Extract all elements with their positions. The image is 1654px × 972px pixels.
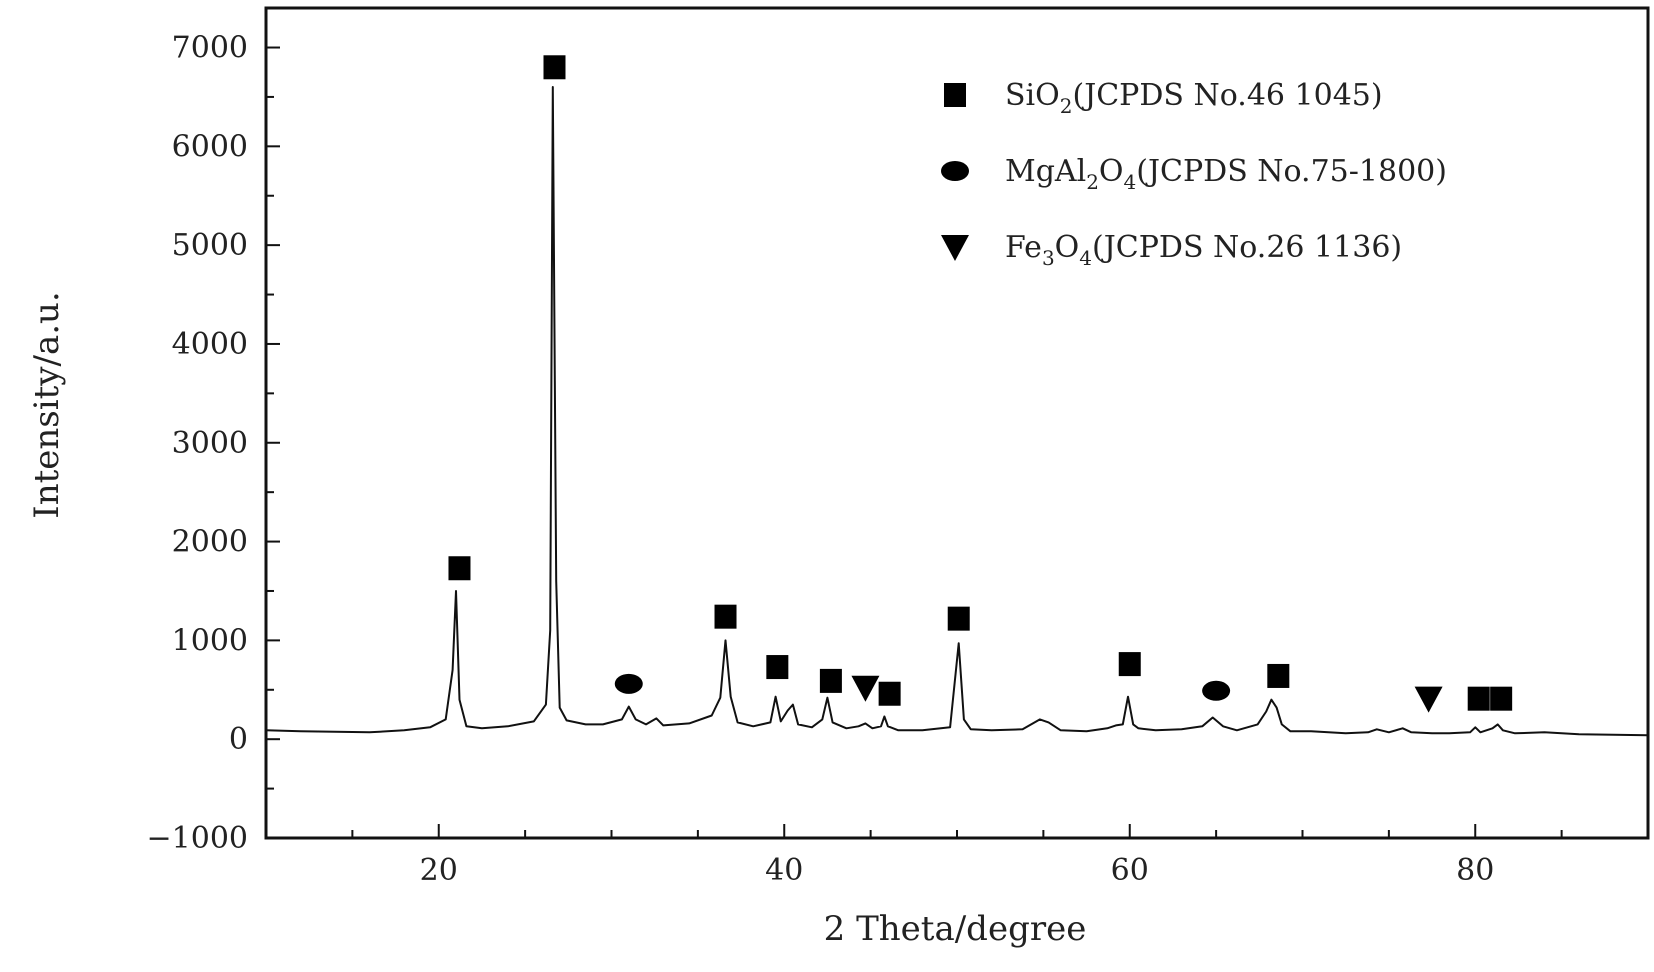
y-tick-label: 1000 (172, 623, 248, 658)
square-marker (819, 668, 842, 693)
y-axis-title: Intensity/a.u. (27, 291, 67, 518)
y-tick-label: 4000 (172, 327, 248, 362)
square-marker (878, 681, 901, 706)
legend-circle-symbol (941, 161, 969, 181)
square-marker (448, 556, 471, 581)
y-tick-label: 7000 (172, 31, 248, 66)
x-axis: 20 40 60 80 (265, 824, 1649, 888)
y-tick-label: 2000 (172, 525, 248, 560)
y-tick-label: 3000 (172, 426, 248, 461)
y-axis: −1000 0 1000 2000 3000 4000 5000 6000 7000 (147, 31, 280, 856)
legend-entry-2: MgAl2O4(JCPDS No.75-1800) (1005, 154, 1447, 194)
legend: SiO2(JCPDS No.46 1045) MgAl2O4(JCPDS No.7… (941, 78, 1447, 270)
x-tick-label: 20 (420, 853, 458, 888)
x-tick-label: 60 (1111, 853, 1149, 888)
square-marker (1118, 652, 1141, 677)
square-marker (1467, 686, 1490, 711)
xrd-pattern-line (265, 86, 1649, 737)
square-marker (543, 55, 566, 80)
square-marker (766, 655, 789, 680)
x-axis-title: 2 Theta/degree (824, 909, 1087, 949)
circle-marker (1202, 680, 1231, 701)
x-tick-label: 40 (765, 853, 803, 888)
y-tick-label: 6000 (172, 129, 248, 164)
y-tick-label: −1000 (147, 821, 248, 856)
square-marker (1267, 663, 1290, 688)
square-marker (947, 606, 970, 631)
legend-entry-1: SiO2(JCPDS No.46 1045) (1005, 78, 1383, 118)
phase-markers (448, 55, 1513, 713)
square-marker (1490, 686, 1513, 711)
circle-marker (614, 673, 643, 694)
plot-frame (264, 6, 1650, 840)
legend-entry-3: Fe3O4(JCPDS No.26 1136) (1005, 230, 1402, 270)
legend-square-symbol (944, 83, 966, 107)
series-layer (265, 86, 1649, 737)
y-tick-label: 5000 (172, 228, 248, 263)
square-marker (714, 604, 737, 629)
plot-border (264, 6, 1650, 840)
legend-triangle-symbol (941, 235, 969, 261)
triangle-marker (851, 675, 880, 702)
triangle-marker (1414, 686, 1443, 713)
x-tick-label: 80 (1456, 853, 1494, 888)
y-tick-label: 0 (229, 722, 248, 757)
